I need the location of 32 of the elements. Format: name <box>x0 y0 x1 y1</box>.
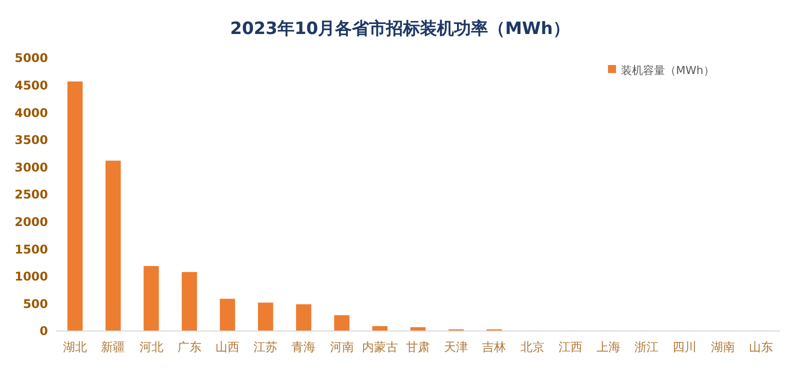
y-tick-label: 4500 <box>14 78 48 92</box>
x-tick-label: 江苏 <box>254 340 278 354</box>
y-tick-label: 5000 <box>14 51 48 66</box>
x-tick-label: 浙江 <box>634 340 659 354</box>
chart-title: 2023年10月各省市招标装机功率（MWh） <box>230 19 570 39</box>
y-tick-label: 1500 <box>14 242 48 256</box>
x-tick-label: 上海 <box>596 340 621 354</box>
x-tick-label: 河南 <box>330 340 354 354</box>
x-tick-label: 江西 <box>558 340 582 354</box>
x-tick-label: 四川 <box>672 340 697 354</box>
y-tick-label: 3500 <box>14 133 48 148</box>
x-tick-label: 山东 <box>748 340 773 354</box>
y-tick-label: 4000 <box>14 106 48 120</box>
x-tick-label: 天津 <box>444 340 468 354</box>
x-tick-label: 湖北 <box>63 340 88 354</box>
x-tick-label: 湖南 <box>710 340 735 354</box>
x-tick-label: 青海 <box>292 340 316 354</box>
x-tick-label: 新疆 <box>101 340 126 354</box>
x-tick-label: 吉林 <box>482 340 506 354</box>
y-tick-label: 3000 <box>14 160 48 174</box>
y-tick-label: 2000 <box>14 215 48 229</box>
x-tick-label: 山西 <box>215 340 240 354</box>
x-tick-label: 广东 <box>177 340 202 354</box>
x-tick-label: 甘肃 <box>406 340 430 354</box>
y-tick-label: 0 <box>40 324 48 338</box>
legend-label: 装机容量（MWh） <box>621 64 714 77</box>
y-tick-label: 500 <box>22 296 48 311</box>
x-tick-label: 内蒙古 <box>362 340 398 354</box>
y-tick-label: 1000 <box>14 270 48 284</box>
x-tick-label: 河北 <box>139 340 164 354</box>
y-tick-label: 2500 <box>14 188 48 202</box>
x-tick-label: 北京 <box>520 340 544 354</box>
